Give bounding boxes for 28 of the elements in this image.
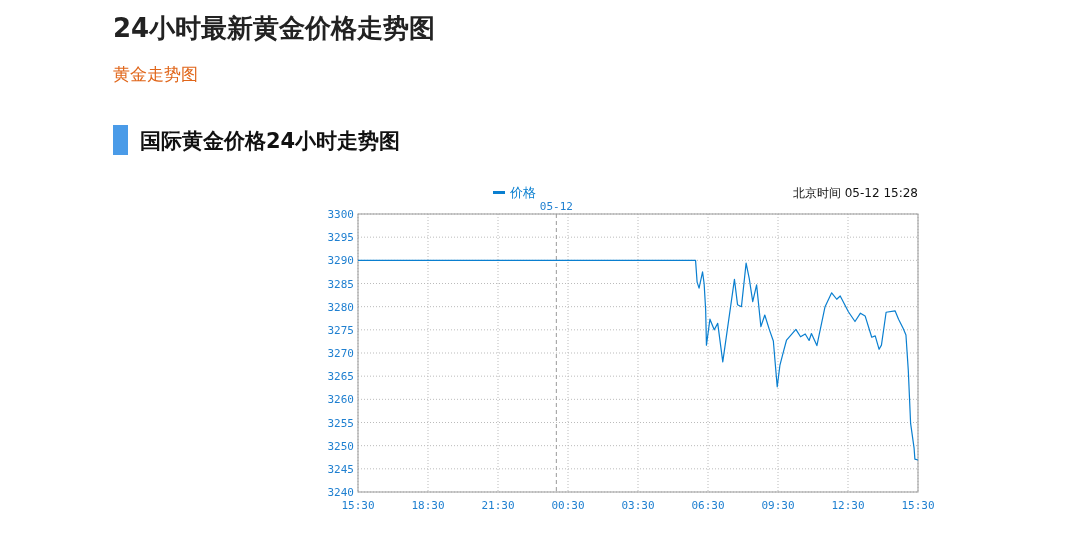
y-tick-label: 3260 [327, 393, 354, 407]
x-tick-label: 15:30 [901, 499, 935, 512]
y-tick-label: 3280 [327, 300, 354, 314]
y-tick-label: 3270 [327, 347, 354, 360]
ref-line-label: 05-12 [539, 200, 573, 213]
y-tick-label: 3300 [327, 208, 354, 221]
y-tick-label: 3265 [327, 370, 354, 384]
legend-label: 价格 [509, 185, 536, 200]
y-tick-label: 3295 [327, 231, 354, 245]
y-tick-label: 3255 [327, 416, 354, 430]
x-tick-label: 15:30 [341, 499, 375, 512]
x-tick-label: 03:30 [621, 499, 655, 512]
y-tick-label: 3240 [327, 486, 354, 499]
y-tick-label: 3285 [327, 277, 354, 291]
y-tick-label: 3275 [327, 323, 354, 337]
y-tick-label: 3250 [327, 439, 354, 453]
y-tick-label: 3245 [327, 462, 354, 476]
x-tick-label: 12:30 [831, 499, 865, 512]
text: 国际黄金价格24小时走势图 [140, 129, 401, 153]
text: 北京时间 05-12 15:28 [792, 186, 918, 200]
chart-title: 24小时最新黄金价格走势图 [113, 13, 436, 43]
text: 黄金走势图 [113, 64, 198, 84]
y-tick-label: 3290 [327, 254, 354, 268]
x-tick-label: 18:30 [411, 499, 445, 512]
x-tick-label: 00:30 [551, 499, 585, 512]
x-tick-label: 21:30 [481, 499, 515, 512]
x-tick-label: 09:30 [761, 499, 795, 512]
x-tick-label: 06:30 [691, 499, 725, 512]
